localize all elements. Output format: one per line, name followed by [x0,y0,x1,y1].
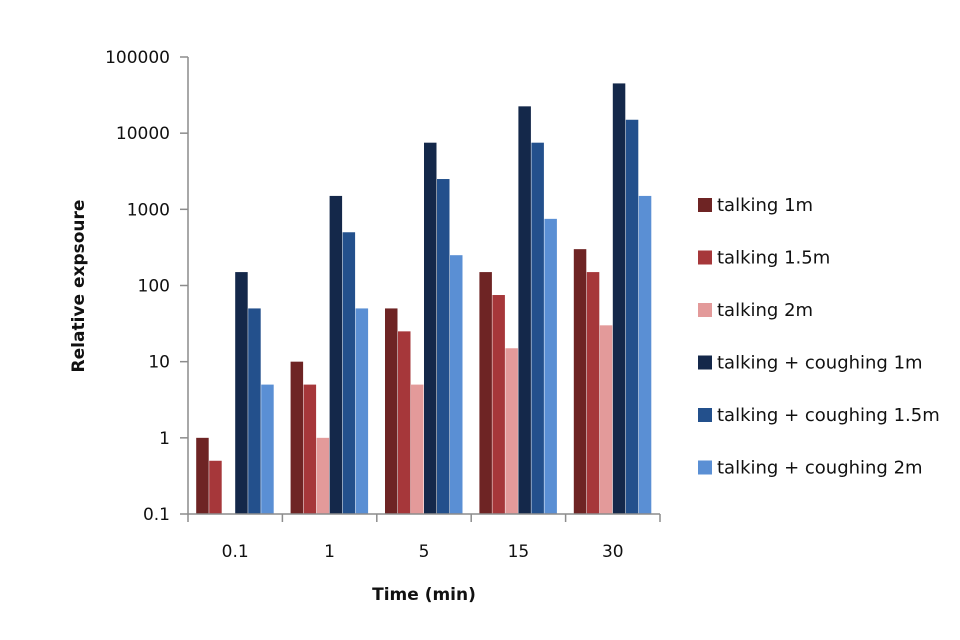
legend-swatch [698,408,712,422]
y-tick-label: 10000 [116,124,170,144]
bar [248,308,261,514]
bar [638,195,652,514]
x-tick-label: 0.1 [222,542,249,562]
x-ticks-group: 0.1 1 5 15 30 [187,514,661,562]
bar [625,119,639,514]
y-tick-label: 100 [138,277,170,297]
bar [411,384,424,514]
bar [261,384,274,514]
y-tick-label: 1000 [127,200,170,220]
bar [450,255,463,514]
legend-swatch [698,460,712,475]
bar [329,195,343,514]
bar [586,272,600,514]
y-tick-label: 1 [159,429,170,449]
legend-swatch [698,198,712,212]
legend-label: talking 1m [717,195,813,216]
x-tick-label: 30 [602,542,624,562]
legend-label: talking 1.5m [717,248,830,269]
bar [518,106,531,514]
legend-label: talking + coughing 1m [717,353,923,374]
bar [424,142,437,514]
y-ticks-group: 0.1 1 10 100 1000 10000 100000 [105,48,188,525]
legend-label: talking + coughing 2m [717,458,923,479]
bar [235,272,248,514]
legend-label: talking 2m [717,300,813,321]
bar [599,325,613,514]
legend-swatch [698,303,712,317]
bar [209,460,222,514]
legend-label: talking + coughing 1.5m [717,405,940,426]
y-axis-title: Relative expsoure [69,200,89,373]
bar [531,142,544,514]
y-tick-label: 10 [148,353,170,373]
y-tick-label: 0.1 [143,505,170,525]
legend-swatch [698,355,712,370]
bar [544,218,557,515]
bar [303,384,317,514]
bar [437,179,450,515]
bar [196,437,209,514]
legend: talking 1m talking 1.5m talking 2m talking … [698,195,940,479]
x-tick-label: 5 [419,542,430,562]
bar [342,232,356,514]
legend-swatch [698,250,712,265]
bar [290,361,304,514]
bars-group [196,83,652,515]
bar [612,83,626,515]
bar [573,249,587,514]
bar [492,295,505,514]
x-tick-label: 15 [508,542,530,562]
x-tick-label: 1 [324,542,335,562]
x-axis-title: Time (min) [372,585,476,605]
bar [398,331,411,514]
bar [316,437,330,514]
bar [479,272,492,514]
bar [385,308,398,514]
bar [355,308,369,514]
bar [505,348,518,514]
y-tick-label: 100000 [105,48,170,68]
